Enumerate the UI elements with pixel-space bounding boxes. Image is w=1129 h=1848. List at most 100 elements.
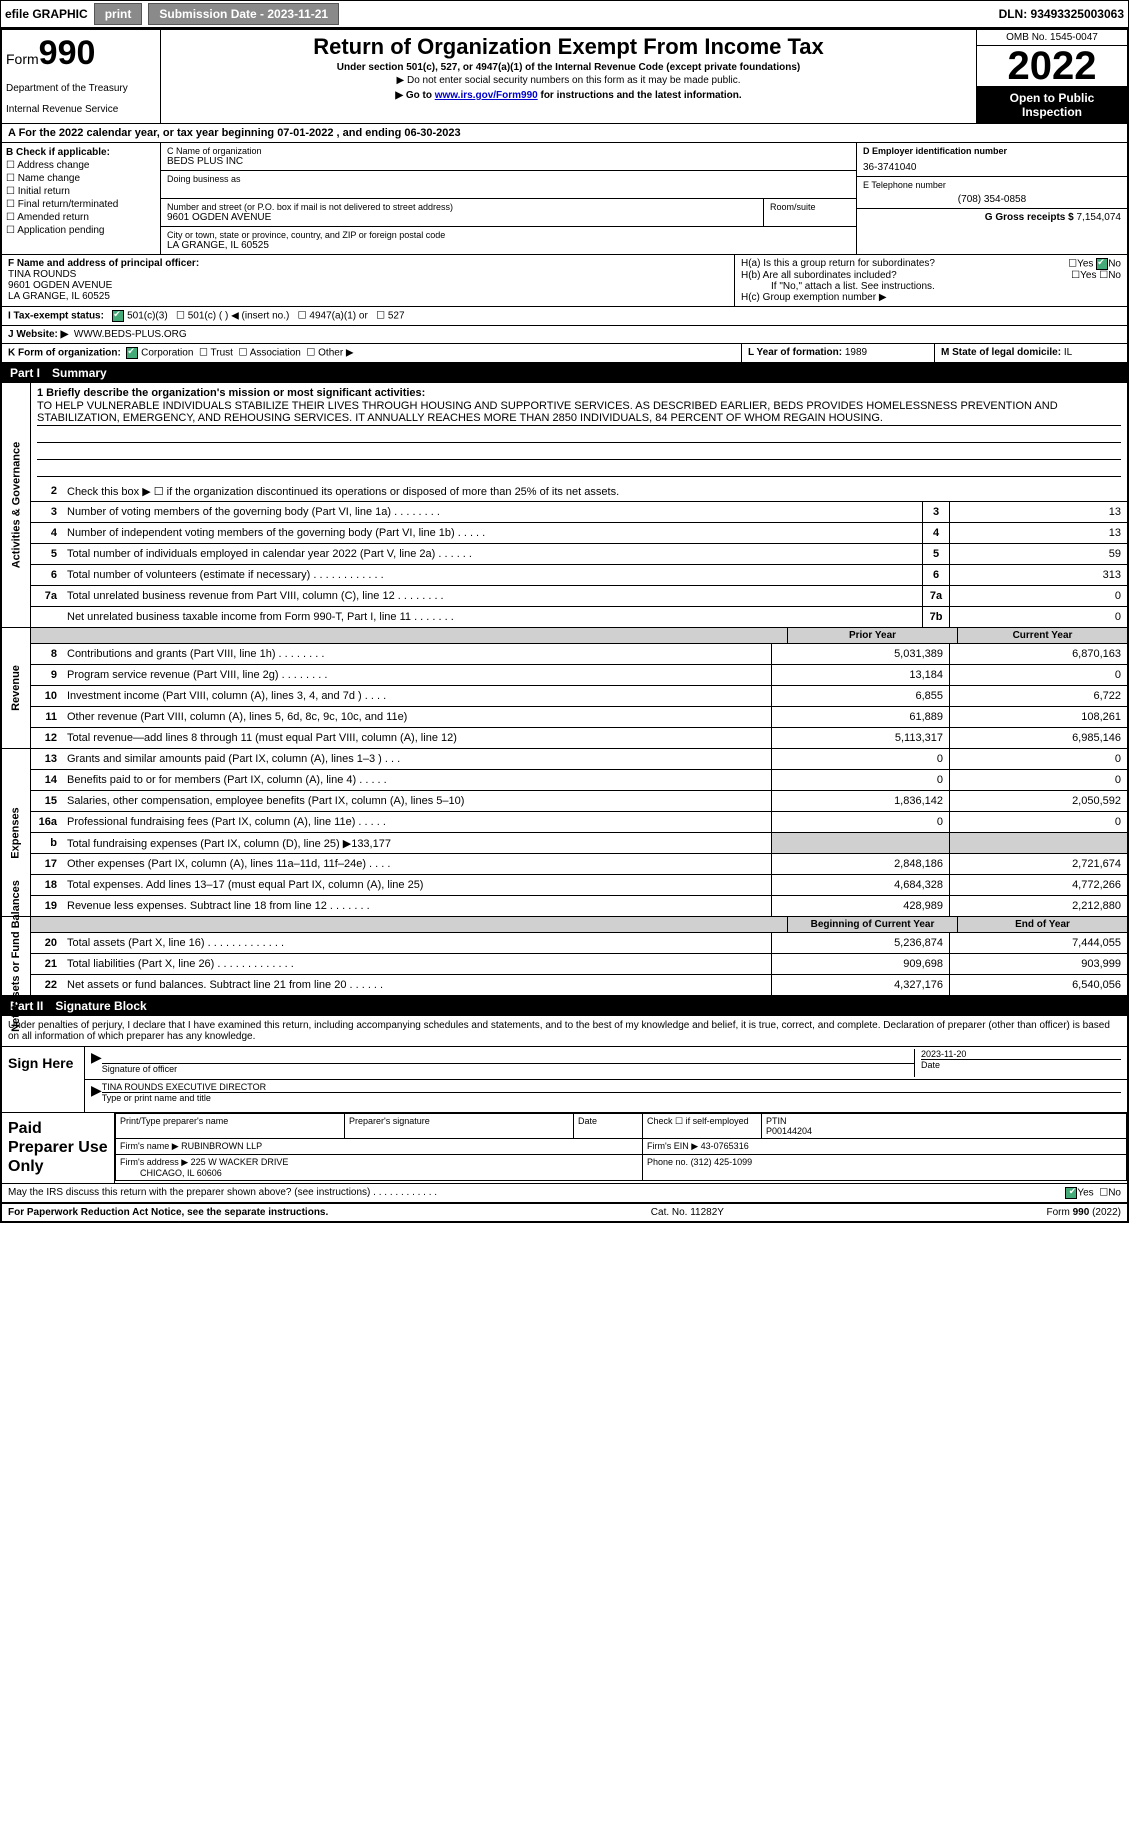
expense-line: 14Benefits paid to or for members (Part … xyxy=(31,770,1127,791)
firm-phone-label: Phone no. xyxy=(647,1157,688,1167)
header-right: OMB No. 1545-0047 2022 Open to Public In… xyxy=(976,30,1127,123)
city-state-zip: LA GRANGE, IL 60525 xyxy=(167,240,850,251)
website-value: WWW.BEDS-PLUS.ORG xyxy=(74,329,187,340)
website-label: J Website: ▶ xyxy=(8,329,68,340)
part1-header: Part I Summary xyxy=(2,363,1127,383)
room-label: Room/suite xyxy=(770,202,850,212)
ein-value: 36-3741040 xyxy=(863,162,1121,173)
expense-line: 19Revenue less expenses. Subtract line 1… xyxy=(31,896,1127,916)
row-a-tax-year: A For the 2022 calendar year, or tax yea… xyxy=(2,124,1127,143)
expense-line: 16aProfessional fundraising fees (Part I… xyxy=(31,812,1127,833)
row-k-l-m: K Form of organization: Corporation ☐ Tr… xyxy=(2,344,1127,363)
revenue-block: Revenue Prior Year Current Year 8Contrib… xyxy=(2,628,1127,749)
mission-blank2 xyxy=(37,443,1121,460)
firm-addr-label: Firm's address ▶ xyxy=(120,1157,188,1167)
dln: DLN: 93493325003063 xyxy=(999,7,1124,21)
firm-ein-label: Firm's EIN ▶ xyxy=(647,1141,698,1151)
mission-blank1 xyxy=(37,426,1121,443)
ptin-label: PTIN xyxy=(766,1116,787,1126)
summary-line: Net unrelated business taxable income fr… xyxy=(31,607,1127,627)
top-bar: efile GRAPHIC print Submission Date - 20… xyxy=(0,0,1129,28)
phone-cell: E Telephone number (708) 354-0858 xyxy=(857,177,1127,209)
governance-tab: Activities & Governance xyxy=(2,383,31,627)
footer-right: Form 990 (2022) xyxy=(1047,1207,1122,1218)
phone-label: E Telephone number xyxy=(863,180,1121,190)
footer-mid: Cat. No. 11282Y xyxy=(651,1207,724,1218)
irs-label: Internal Revenue Service xyxy=(6,104,156,115)
city-cell: City or town, state or province, country… xyxy=(161,227,856,254)
footer-left: For Paperwork Reduction Act Notice, see … xyxy=(8,1207,328,1218)
col-b-header: B Check if applicable: xyxy=(6,147,110,158)
mission-blank3 xyxy=(37,460,1121,477)
prior-year-header: Prior Year xyxy=(787,628,957,643)
sign-date: 2023-11-20 xyxy=(921,1049,1121,1060)
officer-addr2: LA GRANGE, IL 60525 xyxy=(8,291,728,302)
checkbox-option: ☐ Initial return xyxy=(6,186,156,197)
tax-status-label: I Tax-exempt status: xyxy=(8,311,104,322)
revenue-line: 10Investment income (Part VIII, column (… xyxy=(31,686,1127,707)
opt-501c: 501(c) ( ) ◀ (insert no.) xyxy=(188,311,290,322)
sign-here-label: Sign Here xyxy=(2,1047,85,1112)
year-formation: 1989 xyxy=(845,347,867,358)
arrow-icon-2: ▶ xyxy=(91,1082,102,1110)
goto-post: for instructions and the latest informat… xyxy=(538,90,742,101)
self-employed-label: Check ☐ if self-employed xyxy=(647,1116,749,1126)
dba-cell: Doing business as xyxy=(161,171,856,199)
print-button[interactable]: print xyxy=(94,3,143,25)
discuss-question: May the IRS discuss this return with the… xyxy=(2,1184,965,1202)
form990-link[interactable]: www.irs.gov/Form990 xyxy=(435,90,538,101)
org-name-cell: C Name of organization BEDS PLUS INC xyxy=(161,143,856,171)
end-year-header: End of Year xyxy=(957,917,1127,932)
form-prefix: Form xyxy=(6,51,39,67)
netassets-line: 21Total liabilities (Part X, line 26) . … xyxy=(31,954,1127,975)
summary-line: 5Total number of individuals employed in… xyxy=(31,544,1127,565)
tax-year: 2022 xyxy=(977,46,1127,87)
org-name-label: C Name of organization xyxy=(167,146,850,156)
prep-date-label: Date xyxy=(578,1116,597,1126)
address-cell: Number and street (or P.O. box if mail i… xyxy=(161,199,856,227)
expense-line: 15Salaries, other compensation, employee… xyxy=(31,791,1127,812)
form-number-digits: 990 xyxy=(39,34,96,72)
state-domicile-label: M State of legal domicile: xyxy=(941,347,1061,358)
part2-header: Part II Signature Block xyxy=(2,996,1127,1016)
expenses-block: Expenses 13Grants and similar amounts pa… xyxy=(2,749,1127,917)
expense-line: bTotal fundraising expenses (Part IX, co… xyxy=(31,833,1127,854)
netassets-line: 22Net assets or fund balances. Subtract … xyxy=(31,975,1127,995)
netassets-tab: Net Assets or Fund Balances xyxy=(2,917,31,995)
subtitle-1: Under section 501(c), 527, or 4947(a)(1)… xyxy=(165,62,972,73)
dba-label: Doing business as xyxy=(167,174,850,184)
mission-text: TO HELP VULNERABLE INDIVIDUALS STABILIZE… xyxy=(37,399,1121,426)
efile-label: efile GRAPHIC xyxy=(5,7,88,21)
checkbox-option: ☐ Name change xyxy=(6,173,156,184)
hb-note: If "No," attach a list. See instructions… xyxy=(741,281,1121,292)
form-title: Return of Organization Exempt From Incom… xyxy=(165,34,972,60)
governance-block: Activities & Governance 1 Briefly descri… xyxy=(2,383,1127,628)
begin-year-header: Beginning of Current Year xyxy=(787,917,957,932)
row-j-website: J Website: ▶ WWW.BEDS-PLUS.ORG xyxy=(2,326,1127,344)
officer-name-cell: TINA ROUNDS EXECUTIVE DIRECTOR Type or p… xyxy=(102,1082,1121,1110)
mission-label: 1 Briefly describe the organization's mi… xyxy=(37,387,425,399)
submission-date: Submission Date - 2023-11-21 xyxy=(148,3,339,25)
form-number: Form990 xyxy=(6,34,156,73)
opt-4947: 4947(a)(1) or xyxy=(309,311,367,322)
signature-cell: Signature of officer xyxy=(102,1049,914,1077)
firm-ein: 43-0765316 xyxy=(701,1141,749,1151)
footer: For Paperwork Reduction Act Notice, see … xyxy=(2,1203,1127,1221)
firm-name: RUBINBROWN LLP xyxy=(181,1141,262,1151)
discuss-answer: Yes ☐No xyxy=(965,1184,1127,1202)
opt-corp: Corporation xyxy=(141,348,193,359)
prep-name-label: Print/Type preparer's name xyxy=(120,1116,228,1126)
firm-name-label: Firm's name ▶ xyxy=(120,1141,179,1151)
expense-line: 18Total expenses. Add lines 13–17 (must … xyxy=(31,875,1127,896)
checkbox-option: ☐ Address change xyxy=(6,160,156,171)
hb-answer: ☐Yes ☐No xyxy=(1071,270,1121,281)
name-title-label: Type or print name and title xyxy=(102,1093,211,1103)
form-header: Form990 Department of the Treasury Inter… xyxy=(2,30,1127,124)
revenue-line: 11Other revenue (Part VIII, column (A), … xyxy=(31,707,1127,728)
phone-value: (708) 354-0858 xyxy=(863,194,1121,205)
state-domicile: IL xyxy=(1064,347,1072,358)
officer-name: TINA ROUNDS xyxy=(8,269,728,280)
goto-pre: ▶ Go to xyxy=(395,90,434,101)
netassets-line: 20Total assets (Part X, line 16) . . . .… xyxy=(31,933,1127,954)
checkbox-option: ☐ Amended return xyxy=(6,212,156,223)
